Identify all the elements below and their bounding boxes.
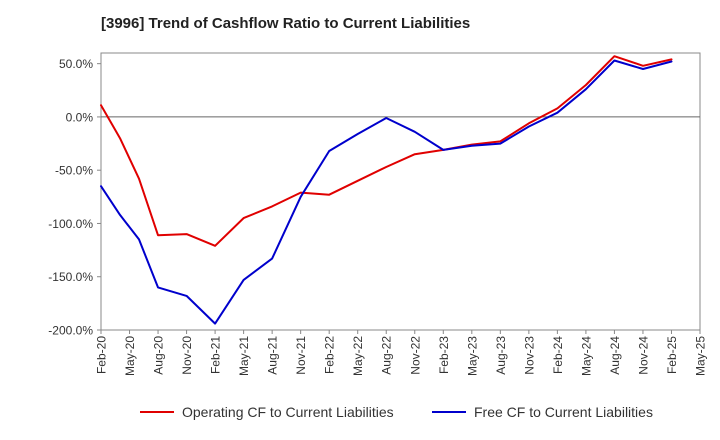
x-tick-label: Aug-22 xyxy=(380,336,394,375)
series-line-operating-cf xyxy=(100,55,673,247)
chart-title: [3996] Trend of Cashflow Ratio to Curren… xyxy=(101,15,471,32)
y-tick-label: -200.0% xyxy=(48,324,93,338)
x-tick-label: May-23 xyxy=(465,336,479,376)
series-layer xyxy=(100,55,673,325)
x-tick-label: Feb-22 xyxy=(323,336,337,374)
legend-item-operating-cf: Operating CF to Current Liabilities xyxy=(140,404,394,420)
x-tick-label: Feb-23 xyxy=(437,336,451,374)
x-tick-label: Aug-21 xyxy=(266,336,280,375)
legend-item-free-cf: Free CF to Current Liabilities xyxy=(432,404,653,420)
label-layer: 50.0%0.0%-50.0%-100.0%-150.0%-200.0%Feb-… xyxy=(48,57,707,376)
x-tick-label: Aug-23 xyxy=(494,336,508,375)
legend-swatch-operating-cf xyxy=(140,411,174,413)
legend-label-operating-cf: Operating CF to Current Liabilities xyxy=(182,404,394,420)
plot-frame xyxy=(100,52,701,331)
x-tick-label: Aug-24 xyxy=(608,336,622,375)
legend-swatch-free-cf xyxy=(432,411,466,413)
x-tick-label: May-21 xyxy=(237,336,251,376)
x-tick-label: May-24 xyxy=(579,336,593,376)
y-tick-label: -100.0% xyxy=(48,217,93,231)
y-tick-label: -150.0% xyxy=(48,270,93,284)
x-tick-label: May-25 xyxy=(694,336,708,376)
legend: Operating CF to Current Liabilities Free… xyxy=(0,404,720,426)
x-tick-label: Feb-20 xyxy=(95,336,109,374)
x-tick-label: May-20 xyxy=(123,336,137,376)
legend-label-free-cf: Free CF to Current Liabilities xyxy=(474,404,653,420)
x-tick-label: Nov-24 xyxy=(636,336,650,375)
series-line-free-cf xyxy=(100,59,673,325)
y-tick-label: -50.0% xyxy=(55,164,93,178)
y-tick-label: 0.0% xyxy=(66,110,94,124)
x-tick-label: Feb-21 xyxy=(209,336,223,374)
x-tick-label: Aug-20 xyxy=(152,336,166,375)
y-tick-label: 50.0% xyxy=(59,57,93,71)
x-tick-label: Nov-21 xyxy=(294,336,308,375)
x-tick-label: May-22 xyxy=(351,336,365,376)
x-tick-label: Feb-25 xyxy=(665,336,679,374)
x-tick-label: Nov-20 xyxy=(180,336,194,375)
axis-layer xyxy=(97,52,701,334)
x-tick-label: Nov-22 xyxy=(408,336,422,375)
x-tick-label: Nov-23 xyxy=(522,336,536,375)
x-tick-label: Feb-24 xyxy=(551,336,565,374)
